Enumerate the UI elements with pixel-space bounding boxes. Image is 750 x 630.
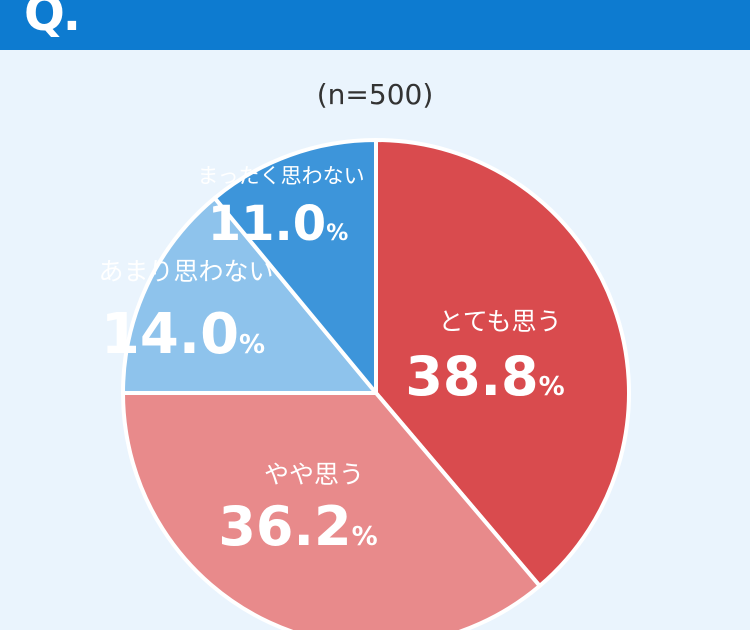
slice-value: 38.8%	[405, 345, 564, 408]
pie-slice	[374, 138, 631, 588]
slice-label: まったく思わない	[197, 164, 364, 188]
pie-slice	[121, 196, 378, 395]
slice-value: 36.2%	[218, 495, 377, 558]
question-header: Q.	[0, 0, 750, 50]
slice-label: やや思う	[264, 460, 364, 489]
pie-slice	[121, 391, 542, 630]
sample-size-label: (n=500)	[316, 78, 434, 111]
slice-value: 11.0%	[208, 196, 348, 252]
slice-value: 14.0%	[101, 302, 265, 367]
slice-label: とても思う	[438, 307, 561, 336]
pie-slice	[212, 138, 378, 395]
q-mark: Q.	[24, 0, 81, 42]
slice-label: あまり思わない	[98, 257, 273, 286]
